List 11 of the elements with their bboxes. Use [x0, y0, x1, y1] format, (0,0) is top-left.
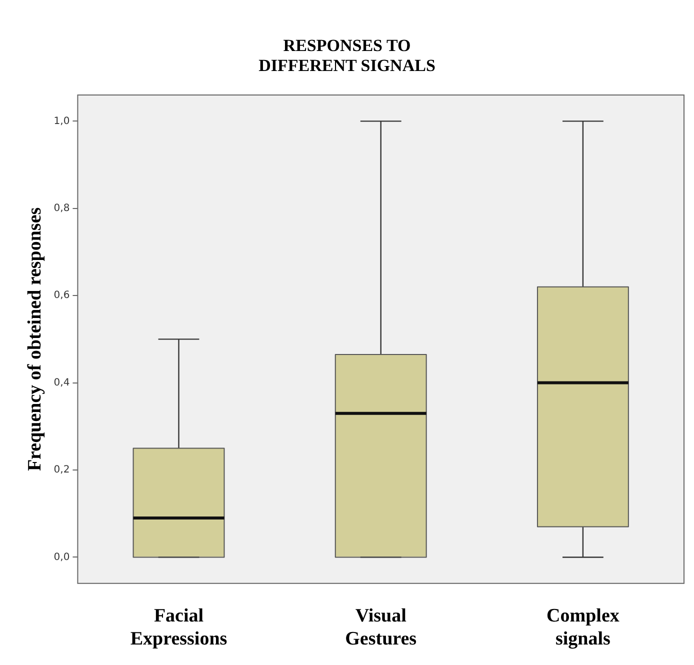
- x-tick-label: Visual Gestures: [345, 606, 417, 650]
- y-tick-label: 0,8: [54, 202, 70, 214]
- x-tick-label: Facial Expressions: [130, 606, 228, 650]
- y-tick-label: 0,6: [54, 290, 70, 302]
- y-tick-label: 1,0: [54, 116, 70, 127]
- x-tick-label: Complex signals: [546, 606, 620, 650]
- y-axis-title: Frequency of obteined responses: [24, 207, 46, 472]
- y-tick-label: 0,4: [54, 377, 70, 388]
- y-tick-label: 0,2: [54, 464, 70, 476]
- chart-title: RESPONSES TO DIFFERENT SIGNALS: [258, 36, 436, 76]
- y-tick-label: 0,0: [54, 552, 70, 563]
